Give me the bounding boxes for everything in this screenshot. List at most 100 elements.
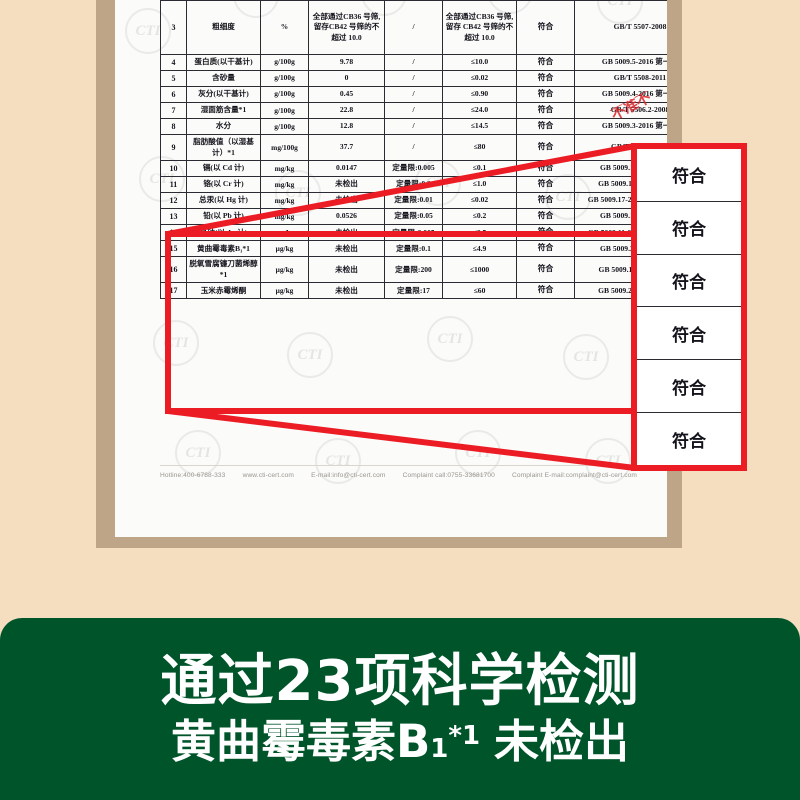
cell-result: 未检出 xyxy=(308,192,385,210)
cell-method: GB 5009.3-2016 第一法 xyxy=(574,118,667,136)
cell-item: 铬(以 Cr 计) xyxy=(186,176,261,194)
cell-item: 铅(以 Pb 计) xyxy=(186,208,261,226)
banner-subheadline: 黄曲霉毒素B 1 *1 未检出 xyxy=(171,717,629,767)
cell-verdict: 符合 xyxy=(516,256,575,284)
cell-result: 37.7 xyxy=(308,134,385,162)
cell-item: 粗细度 xyxy=(186,0,261,55)
cell-verdict: 符合 xyxy=(516,224,575,242)
cell-verdict: 符合 xyxy=(516,208,575,226)
cti-watermark: CTI xyxy=(287,332,333,378)
cell-no: 17 xyxy=(160,282,187,300)
cell-unit: mg/100g xyxy=(260,134,309,162)
cti-watermark: CTI xyxy=(153,320,199,366)
cell-limit: 定量限:0.01 xyxy=(384,192,443,210)
cell-limit: 定量限:17 xyxy=(384,282,443,300)
cti-watermark: CTI xyxy=(427,316,473,362)
cell-method: GB/T 5508-2011 xyxy=(574,70,667,88)
callout-verdict-row: 符合 xyxy=(637,149,741,202)
cell-no: 4 xyxy=(160,53,187,72)
cell-item: 灰分(以干基计) xyxy=(186,86,261,104)
footer-complaint-email: Complaint E-mail:complaint@cti-cert.com xyxy=(512,472,637,479)
cell-verdict: 符合 xyxy=(516,70,575,88)
cell-unit: g/100g xyxy=(260,102,309,120)
cell-requirement: ≤60 xyxy=(442,282,517,300)
cell-requirement: ≤80 xyxy=(442,134,517,162)
cell-unit: μg/kg xyxy=(260,240,309,258)
cell-no: 5 xyxy=(160,70,187,88)
banner-sub-suffix: 未检出 xyxy=(494,715,630,769)
cell-limit: 定量限:0.005 xyxy=(384,224,443,242)
callout-verdict-row: 符合 xyxy=(637,360,741,414)
callout-verdict-row: 符合 xyxy=(637,202,741,255)
cell-limit: / xyxy=(384,134,443,162)
cell-item: 总汞(以 Hg 计) xyxy=(186,192,261,210)
table-row: 14 总砷(以 As 计) mg/kg 未检出 定量限:0.005 ≤0.5 符合 GB 50… xyxy=(160,224,667,242)
banner-headline: 通过23项科学检测 xyxy=(160,649,640,715)
table-row: 10 镉(以 Cd 计) mg/kg 0.0147 定量限:0.005 ≤0.1 符合 GB … xyxy=(160,160,667,178)
cell-item: 湿面筋含量*1 xyxy=(186,102,261,120)
cell-verdict: 符合 xyxy=(516,282,575,300)
cell-unit: mg/kg xyxy=(260,160,309,178)
promo-banner: 通过23项科学检测 黄曲霉毒素B 1 *1 未检出 xyxy=(0,618,800,800)
verdict-callout-box: 符合 符合 符合 符合 符合 符合 xyxy=(631,143,747,471)
certificate-footer: Hotline:400-6788-333 www.cti-cert.com E-… xyxy=(160,465,637,479)
cell-limit: 定量限:0.005 xyxy=(384,160,443,178)
cell-no: 11 xyxy=(160,176,187,194)
cell-result: 未检出 xyxy=(308,256,385,284)
cell-requirement: ≤0.02 xyxy=(442,192,517,210)
cell-unit: % xyxy=(260,0,309,55)
cell-result: 未检出 xyxy=(308,176,385,194)
cell-result: 0 xyxy=(308,70,385,88)
cell-result: 未检出 xyxy=(308,224,385,242)
table-row: 4 蛋白质(以干基计) g/100g 9.78/≤10.0 符合 GB 5009.5-20… xyxy=(160,53,667,72)
cell-item: 黄曲霉毒素B₁*1 xyxy=(186,240,261,258)
cell-limit: / xyxy=(384,70,443,88)
cell-limit: 定量限:0.05 xyxy=(384,208,443,226)
cell-no: 6 xyxy=(160,86,187,104)
cell-no: 8 xyxy=(160,118,187,136)
cell-result: 0.45 xyxy=(308,86,385,104)
callout-verdict-row: 符合 xyxy=(637,307,741,361)
cell-limit: / xyxy=(384,86,443,104)
cell-no: 12 xyxy=(160,192,187,210)
cell-unit: μg/kg xyxy=(260,282,309,300)
table-row: 12 总汞(以 Hg 计) mg/kg 未检出 定量限:0.01 ≤0.02 符合 GB 50… xyxy=(160,192,667,210)
cell-no: 13 xyxy=(160,208,187,226)
table-row: 3 粗细度% 全部通过CB36 号筛,留存CB42 号筛的不超过 10.0/全部通过… xyxy=(160,0,667,55)
cell-limit: 定量限:200 xyxy=(384,256,443,284)
cell-verdict: 符合 xyxy=(516,102,575,120)
cell-result: 未检出 xyxy=(308,282,385,300)
banner-sub-subscript: 1 xyxy=(430,734,449,765)
cell-limit: 定量限:0.1 xyxy=(384,240,443,258)
cell-result: 12.8 xyxy=(308,118,385,136)
cell-limit: / xyxy=(384,0,443,55)
footer-complaint-call: Complaint call:0755-33681700 xyxy=(402,472,495,479)
cell-verdict: 符合 xyxy=(516,53,575,72)
cell-verdict: 符合 xyxy=(516,160,575,178)
callout-verdict-row: 符合 xyxy=(672,431,706,451)
footer-website: www.cti-cert.com xyxy=(242,472,295,479)
callout-verdict-row: 符合 xyxy=(637,255,741,308)
cell-result: 0.0147 xyxy=(308,160,385,178)
cell-item: 脂肪酸值（以湿基计）*1 xyxy=(186,134,261,162)
cell-no: 7 xyxy=(160,102,187,120)
cell-verdict: 符合 xyxy=(516,192,575,210)
cell-limit: / xyxy=(384,102,443,120)
cell-result: 9.78 xyxy=(308,53,385,72)
cell-no: 10 xyxy=(160,160,187,178)
cell-verdict: 符合 xyxy=(516,86,575,104)
cell-unit: mg/kg xyxy=(260,208,309,226)
banner-sub-prefix: 黄曲霉毒素B xyxy=(170,715,431,769)
table-row: 7 湿面筋含量*1 g/100g 22.8/≤24.0 符合 GB/T 5506.2-20… xyxy=(160,102,667,120)
cell-result: 0.0526 xyxy=(308,208,385,226)
cell-unit: g/100g xyxy=(260,53,309,72)
cell-unit: g/100g xyxy=(260,70,309,88)
cell-result: 22.8 xyxy=(308,102,385,120)
cell-unit: mg/kg xyxy=(260,176,309,194)
cell-item: 总砷(以 As 计) xyxy=(186,224,261,242)
cti-watermark: CTI xyxy=(563,334,609,380)
